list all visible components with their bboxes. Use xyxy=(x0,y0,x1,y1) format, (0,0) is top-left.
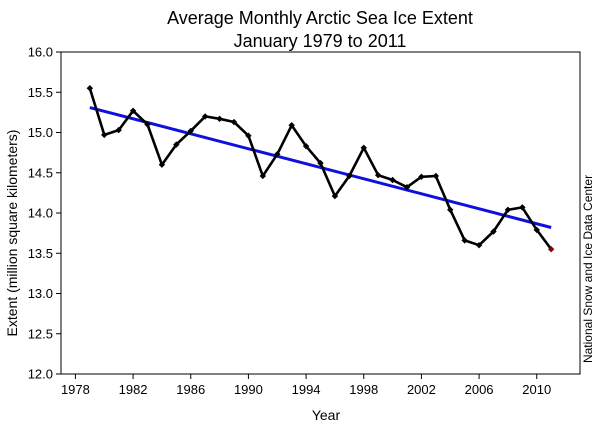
x-axis-ticks: 1978 1982 1986 1990 1994 1998 2002 2006 2010 xyxy=(61,374,551,397)
data-point-marker xyxy=(115,126,122,134)
series-layer xyxy=(86,85,555,253)
x-tick-label: 1978 xyxy=(61,382,90,397)
data-point-marker xyxy=(274,151,281,158)
y-tick-label: 13.5 xyxy=(28,246,53,261)
source-credit: National Snow and Ice Data Center xyxy=(581,175,595,363)
data-point-marker xyxy=(129,107,137,114)
data-point-marker xyxy=(360,144,367,151)
x-tick-label: 1994 xyxy=(292,382,321,397)
chart-title: Average Monthly Arctic Sea Ice Extent xyxy=(167,8,473,28)
chart-subtitle: January 1979 to 2011 xyxy=(234,31,407,51)
data-point-marker xyxy=(86,85,94,92)
data-point-marker xyxy=(331,192,339,200)
data-point-marker xyxy=(490,228,497,235)
data-point-marker xyxy=(374,171,382,179)
data-point-marker xyxy=(245,132,252,139)
data-point-marker xyxy=(432,172,440,180)
x-tick-label: 2010 xyxy=(522,382,551,397)
data-point-marker xyxy=(403,184,411,191)
x-tick-label: 2006 xyxy=(465,382,494,397)
data-point-marker xyxy=(158,161,166,168)
x-tick-label: 1982 xyxy=(119,382,148,397)
data-point-marker xyxy=(533,226,540,234)
data-point-marker xyxy=(101,131,108,139)
plot-area-frame xyxy=(60,51,581,375)
data-point-marker xyxy=(447,206,454,213)
data-point-marker xyxy=(173,141,180,148)
data-point-marker xyxy=(302,142,310,150)
data-point-marker xyxy=(346,172,353,180)
y-tick-label: 12.5 xyxy=(28,326,53,341)
data-point-marker xyxy=(519,204,526,211)
y-tick-label: 13.0 xyxy=(28,286,53,301)
y-tick-label: 14.0 xyxy=(28,206,53,221)
y-tick-label: 15.5 xyxy=(28,85,53,100)
y-axis-ticks: 12.0 12.5 13.0 13.5 14.0 14.5 15.0 15.5 16.0 xyxy=(28,45,61,382)
x-axis-label: Year xyxy=(312,407,341,423)
data-point-marker xyxy=(317,159,324,167)
data-point-marker xyxy=(216,115,223,123)
trend-line xyxy=(89,106,552,229)
data-point-marker xyxy=(504,206,512,213)
y-tick-label: 15.0 xyxy=(28,125,53,140)
data-point-marker xyxy=(389,176,396,184)
data-point-marker xyxy=(288,122,295,129)
x-tick-label: 1986 xyxy=(176,382,205,397)
y-tick-label: 14.5 xyxy=(28,165,53,180)
data-point-marker xyxy=(230,118,238,126)
x-tick-label: 1990 xyxy=(234,382,263,397)
data-point-marker xyxy=(418,173,425,180)
x-tick-label: 1998 xyxy=(349,382,378,397)
data-point-marker xyxy=(259,172,267,180)
y-axis-label: Extent (million square kilometers) xyxy=(4,130,20,337)
data-point-marker xyxy=(187,127,194,135)
x-tick-label: 2002 xyxy=(407,382,436,397)
data-point-marker xyxy=(475,242,483,249)
data-point-marker xyxy=(144,121,151,128)
data-point-marker xyxy=(461,237,468,244)
data-point-marker xyxy=(201,113,209,120)
y-tick-label: 16.0 xyxy=(28,45,53,60)
y-tick-label: 12.0 xyxy=(28,367,53,382)
highlight-point-marker xyxy=(547,246,555,253)
